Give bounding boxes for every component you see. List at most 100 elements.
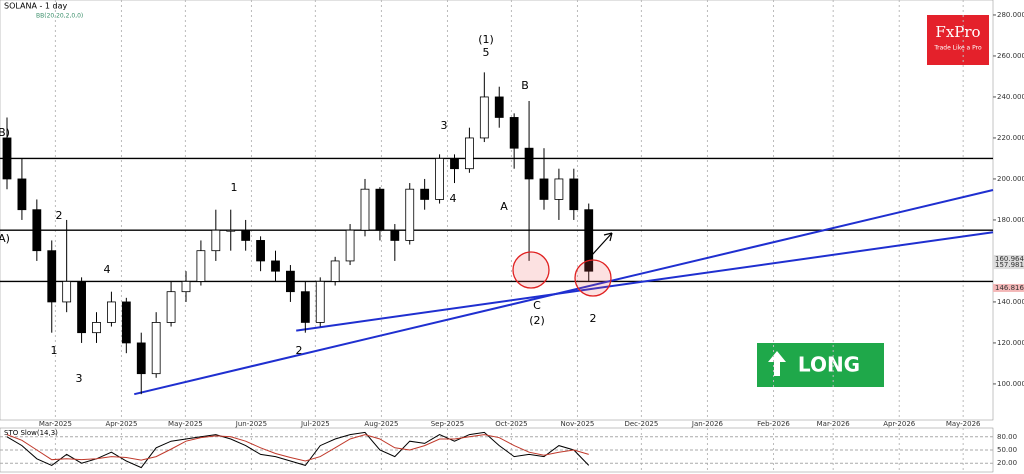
candle-body (17, 178, 27, 211)
candle-body (524, 147, 534, 180)
candle-body (435, 158, 444, 200)
candle-body (300, 291, 310, 323)
price-label: 146.816 (995, 284, 1024, 292)
candle-body (584, 209, 594, 272)
logo-brand: FxPro (935, 23, 980, 41)
candle-body (77, 281, 86, 334)
candle-body (256, 240, 265, 262)
candle-body (569, 178, 579, 211)
price-label-box (993, 283, 1024, 292)
sto-line (6, 434, 589, 462)
wave-label: (1) (478, 33, 494, 46)
y-tick-label: 120.000 (997, 339, 1024, 347)
candle-body (121, 301, 131, 344)
x-tick-label: May-2026 (946, 420, 981, 428)
candle-body (271, 260, 280, 272)
x-tick-label: Dec-2025 (624, 420, 658, 428)
candle-body (196, 250, 206, 282)
highlight-circle (512, 251, 550, 289)
candle-body (479, 96, 489, 139)
y-tick-label: 240.000 (997, 93, 1024, 101)
candle-body (226, 229, 236, 232)
candle-body (2, 137, 12, 180)
wave-label: B) (0, 126, 10, 139)
candle-body (375, 188, 385, 231)
candle-body (509, 117, 519, 149)
badge-arrow (768, 351, 786, 376)
wave-label: A (500, 200, 508, 213)
candle-body (405, 188, 415, 241)
wave-label: 3 (76, 372, 83, 385)
wave-label: B (521, 79, 529, 92)
candle-body (92, 322, 101, 334)
candle-body (390, 229, 400, 241)
candle-body (450, 158, 459, 170)
sto-tick-label: 80.00 (997, 433, 1017, 441)
wave-label: (2) (529, 314, 545, 327)
candle-body (465, 137, 474, 170)
x-tick-label: Sep-2025 (431, 420, 465, 428)
price-label: 157.981 (995, 261, 1024, 269)
x-tick-label: Mar-2026 (817, 420, 851, 428)
indicator-label: BB(20,20,2,0,0) (36, 13, 83, 20)
y-tick-label: 260.000 (997, 52, 1024, 60)
y-tick-label: 100.000 (997, 380, 1024, 388)
candle-body (151, 322, 161, 375)
wave-label: 2 (296, 344, 303, 357)
wave-label: 1 (231, 181, 238, 194)
logo-tagline: Trade Like a Pro (933, 45, 982, 52)
candle-body (360, 188, 370, 231)
wave-label: 4 (104, 263, 111, 276)
chart-title: SOLANA - 1 day (4, 2, 68, 11)
projection-arrow (591, 232, 613, 256)
candle-body (107, 301, 116, 323)
x-tick-label: Apr-2025 (105, 420, 137, 428)
x-tick-label: Jun-2025 (235, 420, 267, 428)
x-tick-label: Nov-2025 (561, 420, 595, 428)
candle-body (330, 260, 340, 282)
highlight-circle (574, 259, 612, 297)
price-label: 160.964 (995, 255, 1024, 263)
x-tick-label: Oct-2025 (495, 420, 527, 428)
candle-body (286, 270, 295, 293)
sto-tick-label: 50.00 (997, 446, 1017, 454)
x-tick-label: Jul-2025 (300, 420, 330, 428)
price-label-box (993, 254, 1024, 263)
wave-label: 4 (450, 192, 457, 205)
y-tick-label: 220.000 (997, 134, 1024, 142)
y-tick-label: 280.000 (997, 11, 1024, 19)
x-tick-label: Feb-2026 (757, 420, 790, 428)
long-badge: LONG (757, 343, 884, 387)
badge-text: LONG (798, 353, 860, 377)
x-tick-label: Mar-2025 (39, 420, 72, 428)
sto-tick-label: 20.00 (997, 459, 1017, 467)
wave-label: 1 (51, 344, 58, 357)
candle-body (47, 250, 57, 303)
candle-body (345, 229, 355, 262)
x-tick-label: May-2025 (168, 420, 203, 428)
wave-label: 2 (590, 312, 597, 325)
candle-body (554, 178, 564, 200)
sto-line (6, 431, 590, 469)
x-tick-label: Aug-2025 (364, 420, 398, 428)
candle-body (539, 178, 549, 200)
price-label-box (993, 261, 1024, 270)
candle-body (32, 209, 42, 252)
candle-body (420, 188, 430, 200)
y-tick-label: 140.000 (997, 298, 1024, 306)
candle-body (211, 229, 221, 252)
wave-label: 2 (56, 209, 63, 222)
candle-body (494, 96, 504, 118)
wave-label: C (533, 299, 541, 312)
trendline (296, 231, 994, 332)
y-tick-label: 180.000 (997, 216, 1024, 224)
logo-box (927, 15, 989, 65)
candle-body (136, 342, 146, 375)
candle-body (62, 281, 72, 303)
y-tick-label: 200.000 (997, 175, 1024, 183)
wave-label: A) (0, 232, 10, 245)
candle-body (166, 291, 176, 323)
candle-body (181, 281, 191, 293)
candle-body (315, 281, 325, 323)
